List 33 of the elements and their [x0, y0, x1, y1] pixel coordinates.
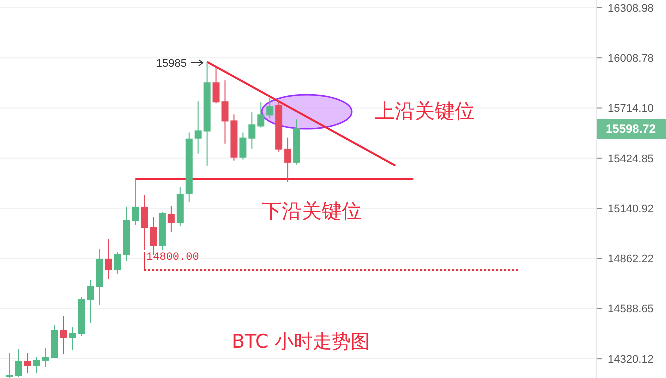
candlestick	[266, 98, 274, 120]
annotation: 上沿关键位	[375, 99, 475, 123]
candlestick	[114, 252, 122, 275]
candlestick	[6, 352, 14, 378]
candlestick	[168, 206, 175, 233]
y-tick-label: 14320.12	[608, 354, 654, 366]
candlestick	[194, 101, 202, 154]
candlestick	[132, 178, 140, 226]
y-tick-label: 16308.98	[608, 2, 654, 15]
y-tick-label: 14588.65	[608, 304, 654, 316]
candlestick	[141, 194, 148, 251]
candlestick	[24, 352, 32, 374]
y-tick-label: 14862.22	[608, 254, 654, 266]
legend-label: 14800.00	[146, 252, 200, 264]
y-tick-label: 15140.92	[608, 203, 654, 216]
text: 15598.72	[606, 122, 656, 136]
y-tick-label: 15424.85	[608, 153, 654, 166]
candlestick	[240, 132, 247, 160]
candlestick	[60, 316, 68, 354]
annotation: 下沿关键位	[262, 199, 362, 223]
annotation: 15985	[156, 58, 187, 70]
candlestick	[258, 102, 265, 128]
candlestick	[105, 238, 112, 280]
candlestick	[87, 280, 94, 324]
y-tick-label: 15714.10	[608, 103, 654, 116]
candlestick	[248, 112, 256, 150]
annotation: BTC 小时走势图	[232, 331, 370, 353]
y-tick-label: 16008.78	[608, 52, 654, 65]
candlestick	[212, 68, 220, 104]
candlestick	[33, 356, 40, 374]
candlestick	[15, 348, 22, 378]
candlestick	[284, 137, 292, 182]
candlestick	[42, 347, 50, 368]
